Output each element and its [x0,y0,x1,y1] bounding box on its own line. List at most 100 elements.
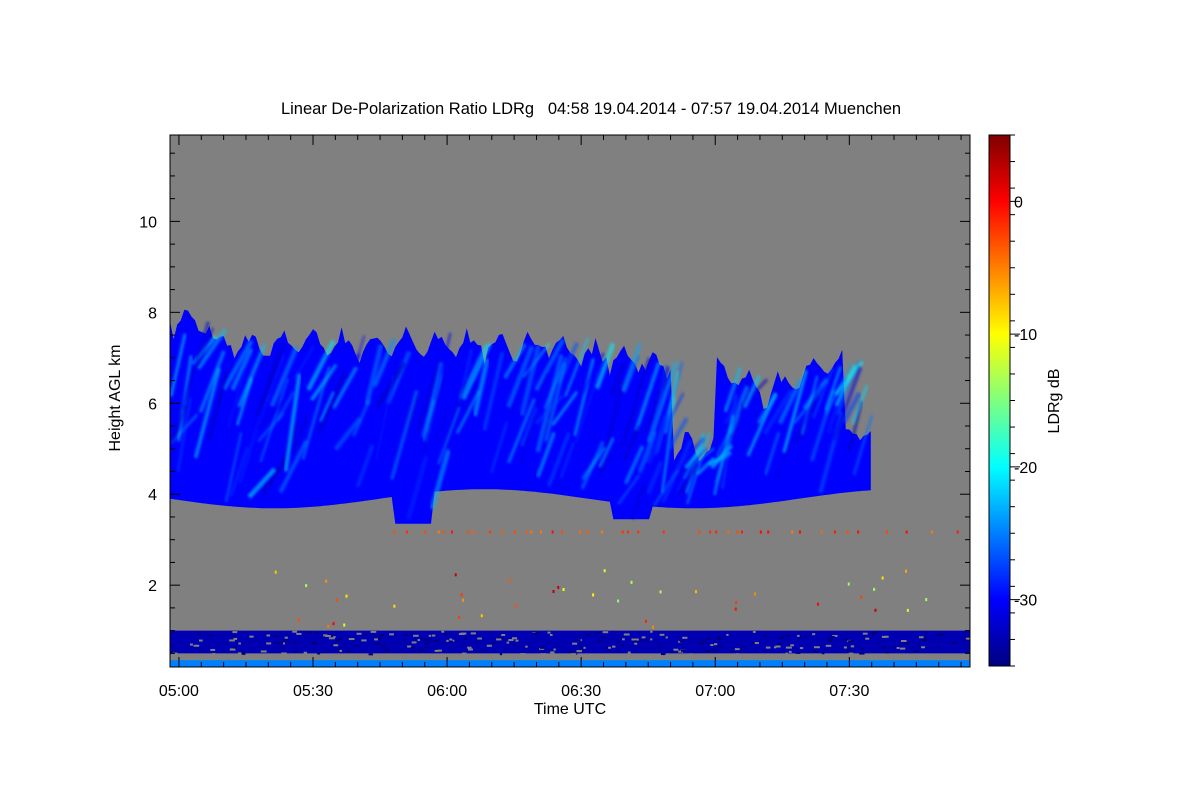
bl-speck [777,643,783,646]
cloud-streak [385,350,412,405]
bl-speck [813,646,820,649]
cloud-streak [824,366,842,411]
bl-speck [531,632,537,635]
bl-speck [364,634,367,637]
cloud-streak [564,337,590,397]
bl-speck [705,649,711,652]
bl-speck [428,634,432,637]
noise-pixel [552,589,555,593]
bl-speck [333,635,336,638]
bl-speck [281,652,287,655]
cloud-streak [331,366,359,409]
depol-dot [525,530,528,534]
bl-speck [636,638,639,641]
bl-speck [830,636,835,639]
depol-dot [833,530,836,534]
bl-speck [420,637,423,640]
x-tick-label: 06:00 [427,683,467,700]
cloud-streak [642,366,670,435]
y-tick-label: 4 [148,487,157,504]
cloud-streak [762,389,793,436]
noise-pixel [735,600,738,604]
bl-speck [712,649,718,652]
cloud-streak [503,343,527,379]
noise-pixel [325,579,328,583]
chart-title: Linear De-Polarization Ratio LDRg 04:58 … [281,100,901,118]
bl-speck [361,639,367,642]
bl-speck [726,633,729,636]
bl-speck [827,637,832,640]
bl-speck [508,639,514,642]
bl-speck [378,637,382,640]
bl-speck [199,633,202,636]
noise-pixel [694,590,697,594]
bl-speck [492,642,497,645]
x-axis-label: Time UTC [534,701,606,718]
bl-speck [600,636,606,639]
bl-speck [374,638,379,641]
cloud-streak [256,400,285,431]
noise-pixels [274,569,928,629]
bl-speck [547,631,551,634]
bl-speck [906,642,911,645]
bl-speck [506,641,510,644]
bl-speck [380,634,385,637]
bl-speck [885,651,889,654]
cloud-streak [180,321,211,410]
noise-pixel [454,573,457,577]
x-axis: 05:00 05:30 06:00 06:30 07:00 07:30 [159,135,962,700]
bl-speck [323,634,328,637]
bl-speck [608,646,612,649]
bl-speck [821,652,825,655]
bl-speck [284,636,288,639]
cloud-streak [772,428,801,484]
bl-speck [237,652,242,655]
bl-speck [658,645,662,648]
depol-dot [450,530,453,534]
cloud-streak [432,332,452,401]
cloud-streak [712,414,735,496]
bl-speck [303,651,307,654]
cloud-streak [681,437,705,462]
layer-boundary-layer-band [170,630,970,656]
bl-speck [576,639,581,642]
depol-dot [931,530,934,534]
cloud-streak [291,343,317,381]
bl-speck [843,646,847,649]
bl-speck [938,633,943,636]
bl-speck [231,635,237,638]
bl-speck [437,649,442,652]
bl-speck [413,634,419,637]
cloud-streak [461,342,492,401]
bl-speck [520,653,526,656]
colorbar-ticks: 0 -10 -20 -30 [1010,134,1037,667]
cloud-streak [333,417,362,451]
depol-dot [820,530,823,534]
depol-dot [489,530,492,534]
cloud-streak [623,445,645,485]
bl-speck [773,646,777,649]
cloud-streak [536,431,556,478]
noise-pixel [480,614,483,618]
bl-speck [775,645,781,648]
noise-pixel [644,619,647,623]
bl-speck [845,649,852,652]
bl-speck [799,647,804,650]
y-tick-label: 10 [139,214,157,231]
cloud-streak [196,328,228,370]
cloud-streak [429,449,451,510]
cloud-streak [434,405,451,443]
bl-speck [762,635,768,638]
noise-pixel [332,622,335,626]
cloud-streak [229,446,250,497]
bl-speck [689,653,693,656]
cloud-streak [206,370,229,442]
noise-pixel [508,579,511,583]
bl-speck [311,641,317,644]
bl-speck [641,636,646,639]
depol-dot [501,530,504,534]
bl-speck [848,640,855,643]
bl-speck [622,638,625,641]
bl-speck [306,631,313,634]
